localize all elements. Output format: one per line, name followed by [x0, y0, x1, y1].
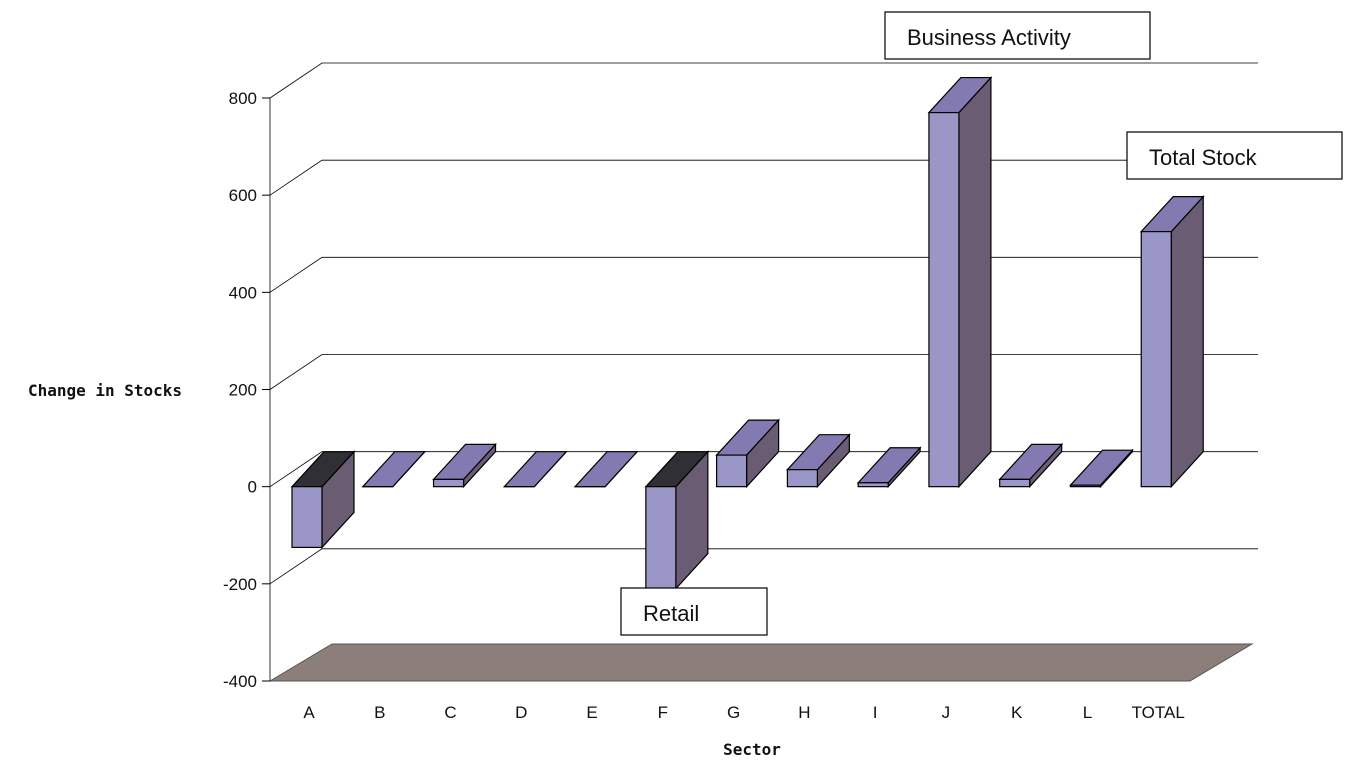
y-tick-label: -400 — [223, 672, 257, 691]
x-tick-label: D — [515, 703, 527, 722]
gridline — [269, 62, 1258, 99]
x-tick-label: TOTAL — [1132, 703, 1185, 722]
bar-front — [645, 486, 677, 590]
bar-front — [857, 482, 889, 488]
bar-b — [361, 451, 427, 488]
callout-rect — [620, 587, 768, 636]
chart-grid-layer — [269, 62, 1258, 585]
chart-axis-layer: -400 -200 0 200 400 600 800 A B C D E F G H I J K L TOTAL — [223, 89, 1185, 722]
callout-box: Total Stock — [1126, 131, 1343, 180]
bar-side — [1170, 195, 1204, 489]
x-tick-label: H — [798, 703, 810, 722]
chart-floor — [268, 643, 1254, 682]
y-tick-label: 800 — [229, 89, 257, 108]
x-tick-label: C — [444, 703, 456, 722]
bar-d — [502, 451, 568, 488]
bar-top — [856, 447, 922, 484]
x-tick-label: E — [586, 703, 597, 722]
x-tick-label: F — [658, 703, 668, 722]
bar-top — [1069, 449, 1134, 486]
bar-front — [432, 478, 465, 488]
bar-front — [999, 478, 1031, 488]
bar-side — [958, 76, 992, 489]
bar-k — [998, 442, 1064, 489]
chart-bar-layer — [290, 76, 1205, 591]
gridline — [269, 256, 1258, 293]
gridline — [269, 548, 1258, 585]
callout-box: Retail — [620, 587, 768, 636]
x-tick-label: J — [942, 703, 951, 722]
y-tick-label: 0 — [248, 478, 257, 497]
callout-box: Business Activity — [884, 11, 1151, 60]
bar-front — [786, 469, 818, 488]
bar-l — [1069, 448, 1134, 489]
bar-c — [432, 442, 497, 489]
bar-top — [502, 451, 568, 488]
y-tick-label: 400 — [229, 283, 257, 302]
callout-rect — [884, 11, 1151, 60]
callout-label: Total Stock — [1149, 145, 1258, 170]
x-tick-label: G — [727, 703, 740, 722]
x-tick-label: A — [303, 703, 315, 722]
x-tick-label: L — [1083, 703, 1092, 722]
callout-label: Retail — [643, 601, 699, 626]
bar-front — [1069, 484, 1102, 488]
callout-label: Business Activity — [907, 25, 1071, 50]
bar-front — [716, 454, 748, 488]
bar-top — [573, 451, 639, 488]
x-tick-label: I — [873, 703, 878, 722]
x-tick-label: B — [374, 703, 385, 722]
bar-j — [927, 76, 993, 489]
bar-f — [644, 450, 710, 591]
x-axis-title: Sector — [723, 740, 781, 759]
bar-front — [1140, 231, 1172, 488]
y-tick-label: 200 — [229, 381, 257, 400]
chart-callout-layer: Business Activity Total Stock Retail — [620, 11, 1343, 636]
bar-total — [1139, 195, 1205, 489]
bar-e — [573, 451, 639, 488]
bar-front — [928, 111, 960, 488]
bar-front — [291, 486, 323, 548]
y-tick-label: -200 — [223, 575, 257, 594]
bar-i — [856, 446, 922, 489]
bar-g — [715, 418, 780, 489]
bar-top — [361, 451, 427, 488]
callout-rect — [1126, 131, 1343, 180]
bar-a — [290, 450, 356, 549]
bar-h — [786, 433, 851, 489]
y-axis-title: Change in Stocks — [28, 381, 182, 400]
y-tick-label: 600 — [229, 186, 257, 205]
gridline — [269, 354, 1258, 390]
chart-floor-layer — [268, 643, 1254, 682]
gridline — [269, 159, 1258, 196]
x-tick-label: K — [1011, 703, 1023, 722]
